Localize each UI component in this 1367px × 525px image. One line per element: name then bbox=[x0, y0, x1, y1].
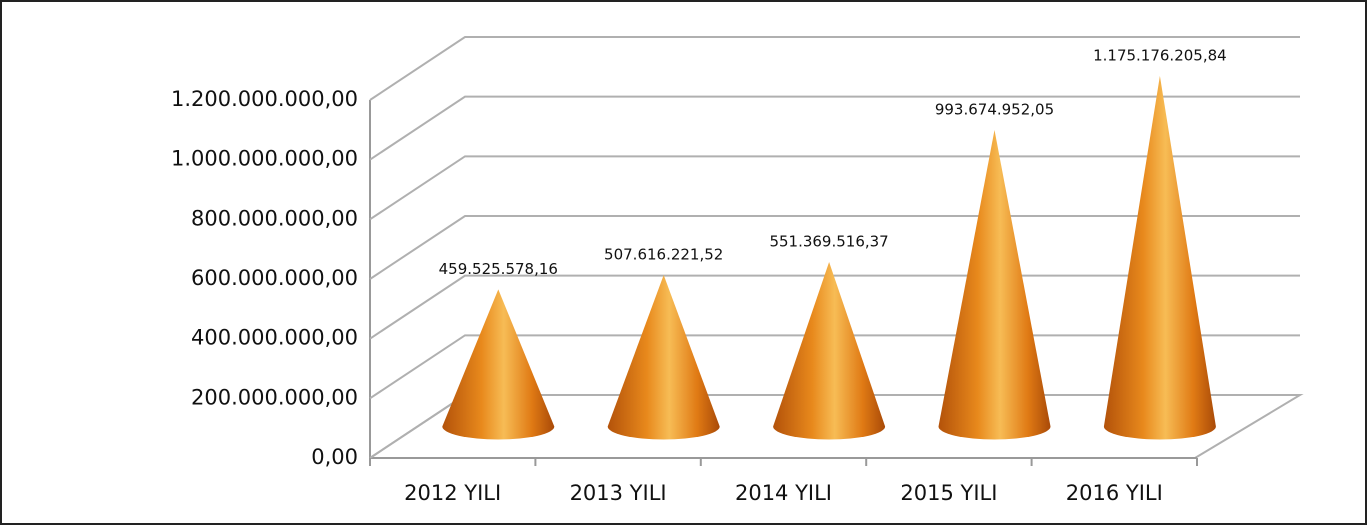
grid-line bbox=[369, 215, 1300, 280]
y-tick-label: 0,00 bbox=[311, 445, 358, 469]
x-tick-label: 2013 YILI bbox=[570, 481, 667, 505]
value-label: 551.369.516,37 bbox=[769, 233, 888, 251]
x-tick-label: 2012 YILI bbox=[404, 481, 501, 505]
cone bbox=[773, 262, 886, 440]
y-tick-label: 400.000.000,00 bbox=[191, 326, 358, 350]
y-tick-label: 800.000.000,00 bbox=[191, 206, 358, 230]
grid-line bbox=[369, 36, 1300, 101]
cone bbox=[1103, 75, 1216, 440]
cone bbox=[938, 130, 1051, 440]
value-label: 1.175.176.205,84 bbox=[1093, 46, 1227, 64]
x-tick-label: 2016 YILI bbox=[1066, 481, 1163, 505]
x-tick-label: 2014 YILI bbox=[735, 481, 832, 505]
grid-line bbox=[369, 155, 1300, 221]
value-label: 459.525.578,16 bbox=[439, 260, 558, 278]
cone bbox=[607, 275, 720, 440]
grid-line bbox=[369, 95, 1300, 161]
x-tick-label: 2015 YILI bbox=[900, 481, 997, 505]
cone bbox=[442, 289, 555, 440]
y-tick-label: 1.000.000.000,00 bbox=[171, 147, 358, 171]
y-tick-label: 1.200.000.000,00 bbox=[171, 87, 358, 111]
value-label: 993.674.952,05 bbox=[935, 101, 1054, 119]
y-tick-label: 600.000.000,00 bbox=[191, 266, 358, 290]
y-tick-label: 200.000.000,00 bbox=[191, 385, 358, 409]
value-label: 507.616.221,52 bbox=[604, 246, 723, 264]
